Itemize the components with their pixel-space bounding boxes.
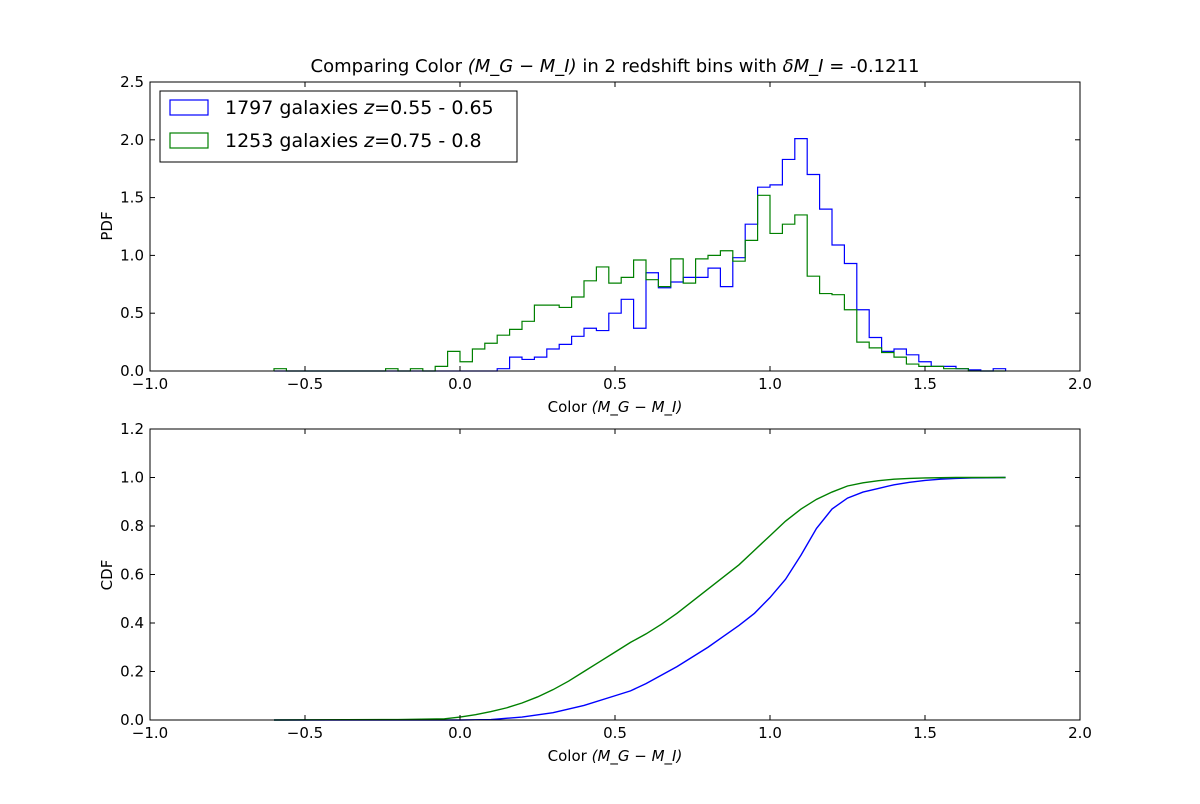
legend-box: [159, 90, 518, 163]
cdf-xtick-label: −0.5: [287, 724, 323, 742]
cdf-xtick-label: 0.5: [603, 724, 627, 742]
pdf-legend: 1797 galaxies z=0.55 - 0.65 1253 galaxie…: [159, 90, 518, 163]
cdf-xtick-label: 0.0: [448, 724, 472, 742]
pdf-series-2-step: [273, 194, 1006, 372]
pdf-plot-area: [273, 138, 1007, 372]
legend-swatch-green: [169, 132, 209, 149]
pdf-xtick-label: −1.0: [132, 375, 168, 393]
cdf-ylabel: CDF: [98, 560, 116, 591]
cdf-xtick-label: 2.0: [1068, 724, 1092, 742]
pdf-ytick-label: 1.0: [120, 246, 144, 264]
legend-swatch-blue: [169, 99, 209, 116]
cdf-xtick-label: 1.0: [758, 724, 782, 742]
pdf-xtick-label: 0.0: [448, 375, 472, 393]
cdf-panel: −1.0 −0.5 0.0 0.5 1.0 1.5 2.0 0.0 0.2 0.4 0.6 0.8 1.…: [98, 420, 1092, 766]
pdf-xtick-label: 2.0: [1068, 375, 1092, 393]
legend-label-series-1: 1797 galaxies z=0.55 - 0.65: [225, 97, 494, 119]
legend-label-series-2: 1253 galaxies z=0.75 - 0.8: [225, 130, 482, 152]
pdf-xtick-label: 1.5: [913, 375, 937, 393]
cdf-ytick-label: 0.6: [120, 566, 144, 584]
cdf-ytick-label: 0.8: [120, 517, 144, 535]
cdf-series-1-line: [274, 476, 1006, 721]
pdf-xlabel: Color (M_G − M_I): [548, 398, 683, 417]
cdf-xtick-label: 1.5: [913, 724, 937, 742]
cdf-ytick-label: 0.4: [120, 614, 144, 632]
cdf-ytick-label: 1.0: [120, 469, 144, 487]
pdf-series-1-step: [274, 138, 1007, 372]
chart-title: Comparing Color (M_G − M_I) in 2 redshif…: [311, 56, 920, 77]
cdf-ytick-label: 0.2: [120, 663, 144, 681]
pdf-xtick-label: −0.5: [287, 375, 323, 393]
pdf-xtick-label: 1.0: [758, 375, 782, 393]
cdf-ticks: −1.0 −0.5 0.0 0.5 1.0 1.5 2.0 0.0 0.2 0.4 0.6 0.8 1.…: [120, 420, 1092, 742]
cdf-axes-frame: [149, 428, 1081, 721]
pdf-ytick-label: 0.0: [120, 362, 144, 380]
pdf-ylabel: PDF: [98, 211, 116, 240]
pdf-xtick-label: 0.5: [603, 375, 627, 393]
cdf-ytick-label: 1.2: [120, 420, 144, 438]
cdf-xlabel: Color (M_G − M_I): [548, 747, 683, 766]
pdf-panel: Comparing Color (M_G − M_I) in 2 redshif…: [98, 56, 1092, 417]
pdf-ytick-label: 0.5: [120, 304, 144, 322]
cdf-xtick-label: −1.0: [132, 724, 168, 742]
pdf-ticks: −1.0 −0.5 0.0 0.5 1.0 1.5 2.0 0.0 0.5 1.0 1.5 2.0 2.…: [120, 73, 1092, 393]
pdf-ytick-label: 2.0: [120, 131, 144, 149]
cdf-plot-area: [273, 476, 1006, 721]
cdf-series-2-line: [273, 476, 1006, 721]
cdf-ytick-label: 0.0: [120, 711, 144, 729]
pdf-ytick-label: 2.5: [120, 73, 144, 91]
pdf-ytick-label: 1.5: [120, 189, 144, 207]
